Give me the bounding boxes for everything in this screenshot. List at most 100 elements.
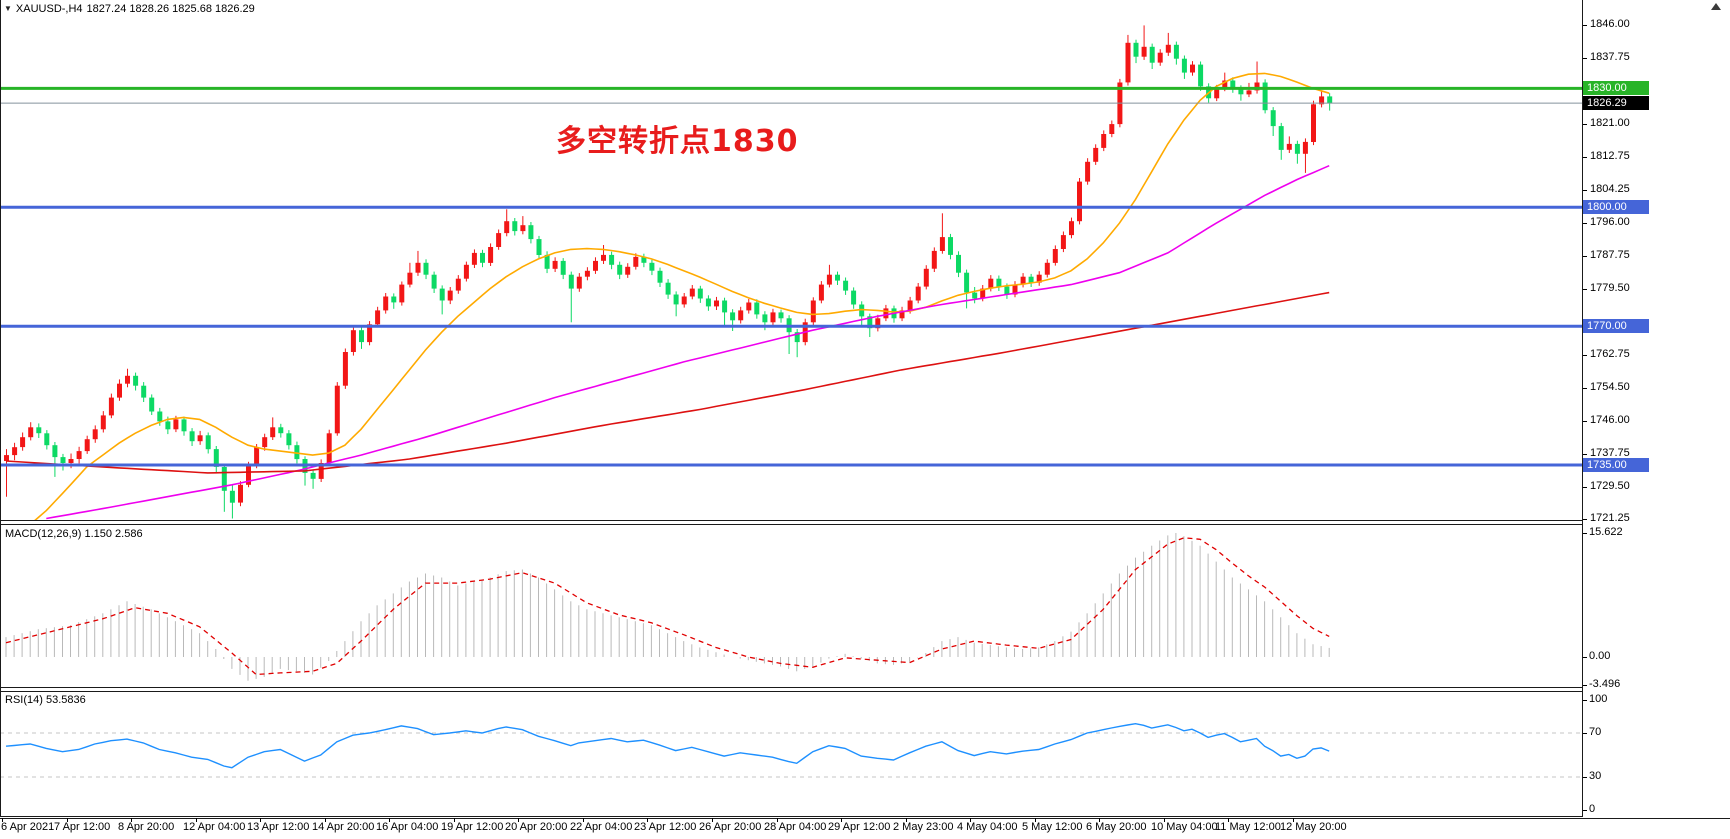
price-tick-mark: [1583, 454, 1587, 455]
price-tick-label: 1837.75: [1590, 51, 1630, 63]
price-tick-mark: [1583, 355, 1587, 356]
time-label: 16 Apr 04:00: [376, 821, 439, 833]
rsi-tick-label: 70: [1589, 726, 1602, 738]
time-label: 2 May 23:00: [893, 821, 954, 833]
ma-mid-line[interactable]: [46, 164, 1330, 520]
separator-macd-rsi[interactable]: [0, 687, 1582, 688]
rsi-label: RSI(14) 53.5836: [5, 694, 86, 706]
time-axis-border: [0, 818, 1730, 819]
price-line-flag-1826.29[interactable]: 1826.29: [1583, 96, 1649, 110]
price-tick-mark: [1583, 124, 1587, 125]
separator-rsi-top: [0, 691, 1582, 692]
separator-main-macd[interactable]: [0, 520, 1582, 521]
macd-panel[interactable]: [0, 525, 1582, 687]
rsi-line[interactable]: [5, 722, 1330, 769]
separator-macd-top: [0, 524, 1582, 525]
time-tick: [647, 818, 648, 822]
price-tick-label: 1754.50: [1590, 381, 1630, 393]
symbol-timeframe: XAUUSD-,H4: [15, 3, 83, 15]
ohlc-readout: 1827.24 1828.26 1825.68 1826.29: [86, 3, 255, 15]
time-label: 4 May 04:00: [957, 821, 1018, 833]
time-label: 6 Apr 2021: [1, 821, 55, 833]
macd-label: MACD(12,26,9) 1.150 2.586: [5, 528, 143, 540]
price-tick-label: 1721.25: [1590, 512, 1630, 524]
time-tick: [777, 818, 778, 822]
macd-plot-svg[interactable]: [0, 525, 1582, 687]
price-tick-mark: [1583, 157, 1587, 158]
price-tick-label: 1737.75: [1590, 447, 1630, 459]
chart-annotation-text[interactable]: 多空转折点1830: [556, 124, 799, 159]
time-tick: [325, 818, 326, 822]
time-tick: [1164, 818, 1165, 822]
candlestick-plot[interactable]: [0, 0, 1582, 520]
time-label: 20 Apr 20:00: [505, 821, 568, 833]
price-tick-mark: [1583, 487, 1587, 488]
price-tick-label: 1796.00: [1590, 216, 1630, 228]
price-tick-mark: [1583, 58, 1587, 59]
time-tick: [712, 818, 713, 822]
time-label: 12 May 20:00: [1280, 821, 1347, 833]
time-label: 10 May 04:00: [1151, 821, 1218, 833]
time-label: 29 Apr 12:00: [828, 821, 891, 833]
price-tick-mark: [1583, 519, 1587, 520]
macd-tick-label: 15.622: [1589, 526, 1623, 538]
ma-slow-line[interactable]: [5, 291, 1330, 474]
time-tick: [841, 818, 842, 822]
rsi-tick-label: 100: [1589, 693, 1608, 705]
macd-tick-mark: [1583, 657, 1587, 658]
price-tick-label: 1846.00: [1590, 18, 1630, 30]
time-tick: [1035, 818, 1036, 822]
time-label: 8 Apr 20:00: [118, 821, 175, 833]
rsi-tick-mark: [1583, 810, 1587, 811]
candles-group: [4, 25, 1333, 519]
macd-tick-mark: [1583, 533, 1587, 534]
time-tick: [906, 818, 907, 822]
left-border: [0, 0, 1, 817]
time-tick: [970, 818, 971, 822]
price-line-flag-1770.00[interactable]: 1770.00: [1583, 319, 1649, 333]
macd-tick-label: -3.496: [1589, 678, 1621, 690]
price-tick-mark: [1583, 388, 1587, 389]
price-tick-label: 1729.50: [1590, 480, 1630, 492]
time-tick: [196, 818, 197, 822]
time-tick: [2, 818, 3, 822]
time-label: 26 Apr 20:00: [699, 821, 762, 833]
ma-fast-line[interactable]: [30, 72, 1330, 520]
time-tick: [1293, 818, 1294, 822]
time-tick: [454, 818, 455, 822]
symbol-dropdown-icon[interactable]: ▼: [4, 4, 12, 13]
price-tick-mark: [1583, 421, 1587, 422]
time-tick: [1099, 818, 1100, 822]
time-label: 19 Apr 12:00: [441, 821, 504, 833]
price-tick-mark: [1583, 256, 1587, 257]
time-tick: [260, 818, 261, 822]
macd-signal-line[interactable]: [5, 537, 1330, 676]
price-tick-label: 1812.75: [1590, 150, 1630, 162]
time-label: 14 Apr 20:00: [312, 821, 375, 833]
time-label: 22 Apr 04:00: [570, 821, 633, 833]
rsi-plot-svg[interactable]: [0, 692, 1582, 816]
price-tick-label: 1821.00: [1590, 117, 1630, 129]
price-tick-label: 1762.75: [1590, 348, 1630, 360]
price-tick-label: 1779.50: [1590, 282, 1630, 294]
time-tick: [389, 818, 390, 822]
main-chart[interactable]: [0, 0, 1582, 520]
time-tick: [518, 818, 519, 822]
price-tick-label: 1787.75: [1590, 249, 1630, 261]
price-tick-label: 1746.00: [1590, 414, 1630, 426]
rsi-panel[interactable]: [0, 692, 1582, 816]
time-label: 23 Apr 12:00: [634, 821, 697, 833]
macd-tick-label: 0.00: [1589, 650, 1611, 662]
time-label: 5 May 12:00: [1022, 821, 1083, 833]
macd-histogram: [5, 533, 1330, 681]
price-line-flag-1830.00[interactable]: 1830.00: [1583, 81, 1649, 95]
time-label: 12 Apr 04:00: [183, 821, 246, 833]
time-tick: [67, 818, 68, 822]
price-line-flag-1800.00[interactable]: 1800.00: [1583, 200, 1649, 214]
price-line-flag-1735.00[interactable]: 1735.00: [1583, 458, 1649, 472]
price-scale-border: [1582, 0, 1583, 817]
time-label: 28 Apr 04:00: [764, 821, 827, 833]
rsi-tick-label: 30: [1589, 770, 1602, 782]
scroll-marker-icon[interactable]: [1711, 3, 1721, 10]
